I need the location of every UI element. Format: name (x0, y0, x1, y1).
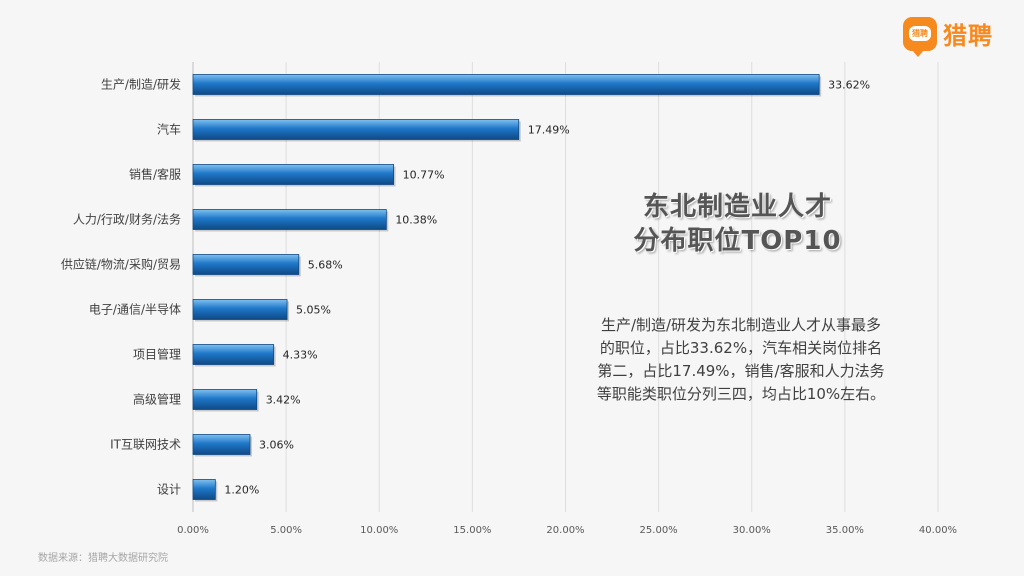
value-label: 10.38% (395, 214, 437, 227)
x-tick-label: 30.00% (733, 525, 771, 536)
x-tick-label: 40.00% (919, 525, 957, 536)
x-tick-label: 10.00% (360, 525, 398, 536)
value-labels: 33.62% 17.49% 10.77% 10.38% 5.68% 5.05% 4.33% 3… (224, 79, 870, 497)
chat-bubble-icon: 猎聘 (903, 16, 937, 57)
bar (192, 164, 394, 185)
category-label: 电子/通信/半导体 (89, 303, 181, 317)
category-label: 供应链/物流/采购/贸易 (61, 257, 181, 272)
category-label: 设计 (157, 483, 181, 497)
bar (192, 299, 288, 320)
x-tick-label: 35.00% (826, 525, 864, 536)
bars (192, 74, 822, 502)
bar (192, 434, 251, 455)
bar (192, 254, 300, 275)
value-label: 5.68% (308, 259, 343, 272)
value-label: 5.05% (296, 304, 331, 317)
description-text: 生产/制造/研发为东北制造业人才从事最多的职位，占比33.62%，汽车相关岗位排… (596, 316, 886, 403)
logo-brand-text: 猎聘 (943, 22, 993, 50)
value-label: 33.62% (828, 79, 870, 92)
value-label: 1.20% (224, 484, 259, 497)
category-label: 项目管理 (133, 347, 181, 362)
x-tick-label: 15.00% (453, 525, 491, 536)
chart-title-line-1: 东北制造业人才 (642, 192, 832, 222)
liepin-logo: 猎聘 猎聘 (903, 16, 993, 57)
x-axis-ticks: 0.00% 5.00% 10.00% 15.00% 20.00% 25.00% 30.00%… (177, 525, 957, 536)
category-label: 高级管理 (133, 392, 181, 407)
x-tick-label: 0.00% (177, 525, 209, 536)
category-label: 生产/制造/研发 (101, 77, 181, 92)
value-label: 10.77% (403, 169, 445, 182)
category-label: 销售/客服 (129, 167, 181, 182)
bar (192, 344, 275, 365)
value-label: 17.49% (528, 124, 570, 137)
category-label: 人力/行政/财务/法务 (73, 212, 181, 227)
value-label: 4.33% (283, 349, 318, 362)
bar (192, 209, 387, 230)
logo-badge-text: 猎聘 (909, 26, 931, 41)
x-tick-label: 5.00% (270, 525, 302, 536)
category-labels: 生产/制造/研发汽车销售/客服人力/行政/财务/法务供应链/物流/采购/贸易电子… (61, 77, 181, 497)
x-tick-label: 20.00% (546, 525, 584, 536)
bar (192, 74, 820, 95)
data-source-note: 数据来源：猎聘大数据研究院 (38, 553, 168, 564)
chart-title-line-2: 分布职位TOP10 (633, 226, 842, 256)
bar (192, 119, 520, 140)
bar (192, 389, 258, 410)
x-tick-label: 25.00% (640, 525, 678, 536)
category-label: IT互联网技术 (110, 438, 181, 452)
value-label: 3.06% (259, 439, 294, 452)
bar (192, 479, 216, 500)
chart-title: 东北制造业人才 分布职位TOP10 (600, 190, 875, 258)
category-label: 汽车 (157, 122, 181, 137)
value-label: 3.42% (266, 394, 301, 407)
